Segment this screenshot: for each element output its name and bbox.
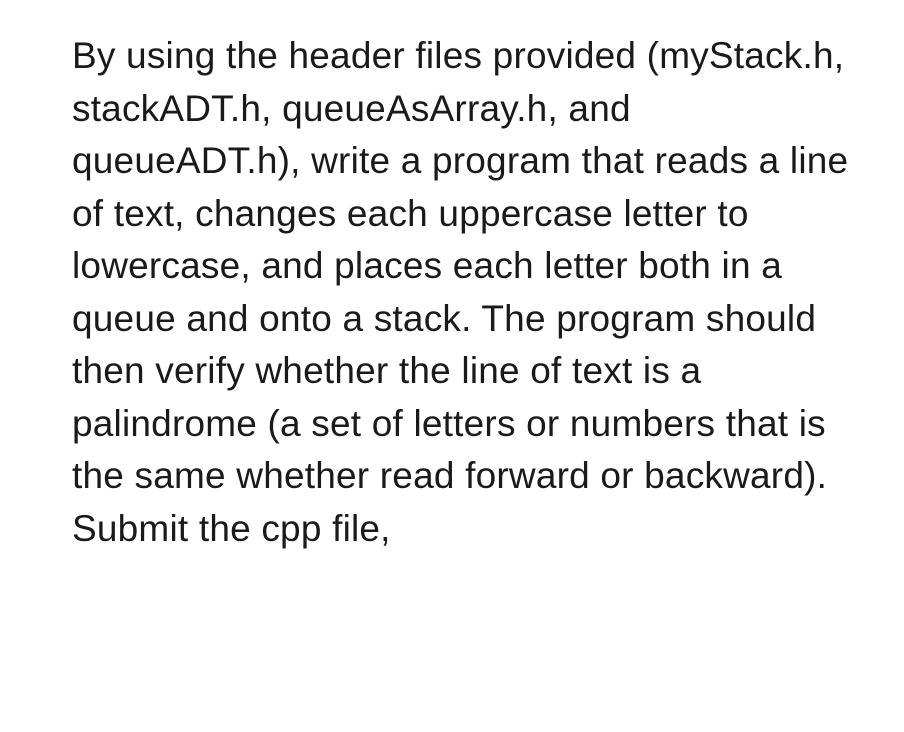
document-page: By using the header files provided (mySt…: [0, 0, 904, 732]
body-paragraph: By using the header files provided (mySt…: [72, 30, 856, 555]
